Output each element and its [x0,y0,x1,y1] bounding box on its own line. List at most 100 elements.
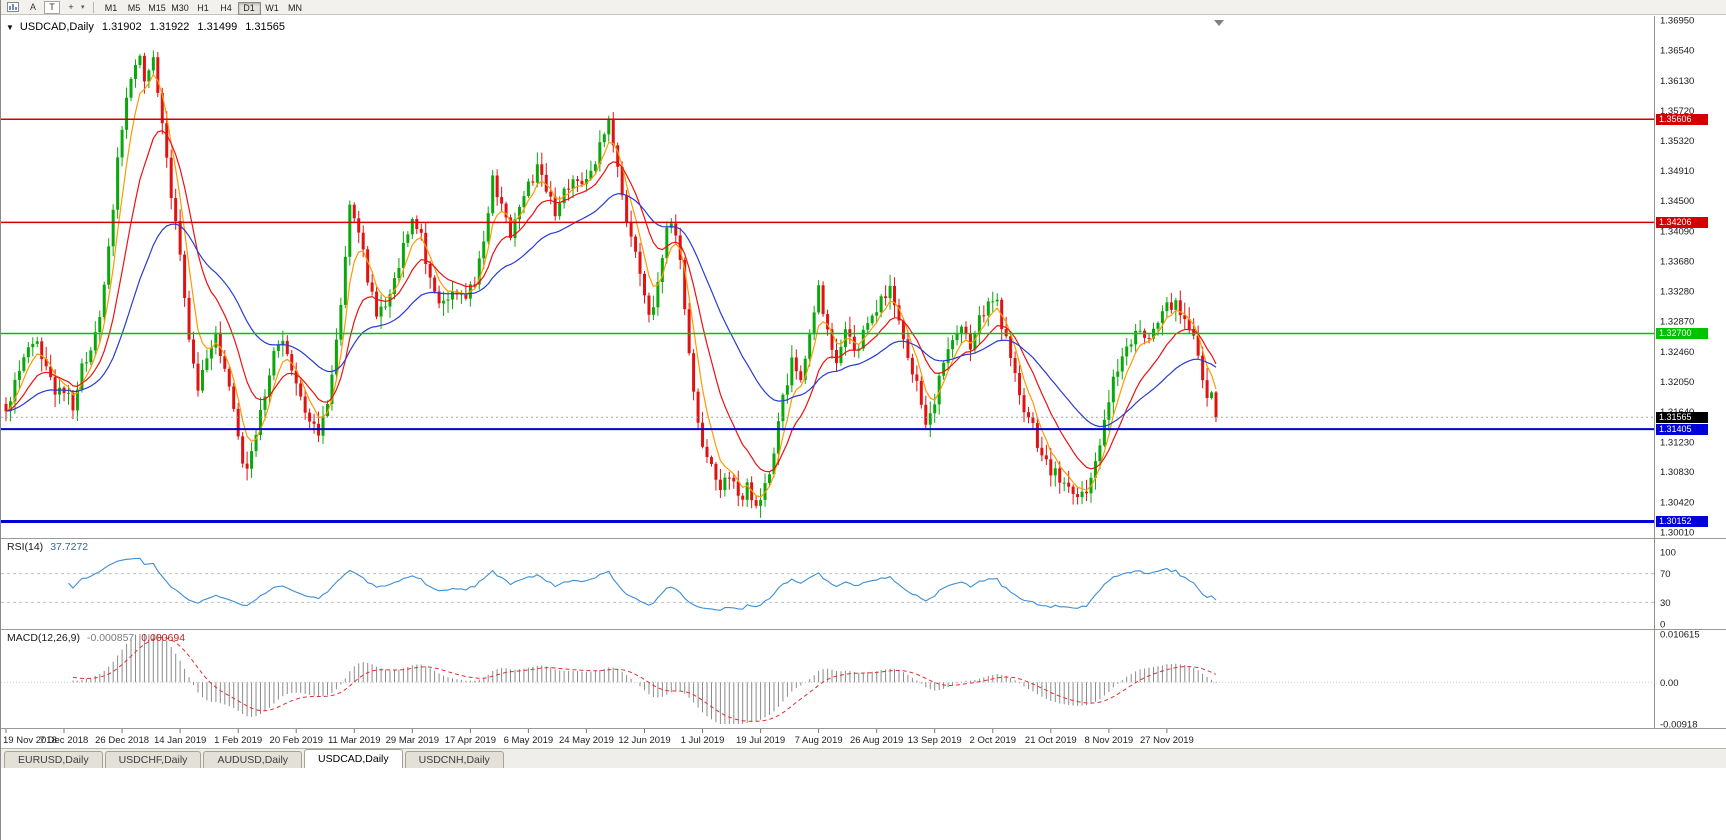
candle-body [674,223,678,236]
candle-body [526,181,530,196]
chart-tab-usdcnh[interactable]: USDCNH,Daily [404,751,504,768]
candle-body [701,422,705,447]
level-price-badge-1.32700: 1.32700 [1656,328,1708,339]
candle-body [200,370,204,391]
candle-body [540,164,544,175]
timeframe-button-mn[interactable]: MN [288,3,303,13]
timeframe-button-m5[interactable]: M5 [127,3,141,13]
price-axis-label: 1.36950 [1660,16,1694,27]
chart-shift-marker-icon[interactable] [1214,20,1224,26]
candle-body [352,204,356,219]
candle-body [75,389,79,411]
candle-body [866,323,870,330]
timeframe-button-m1[interactable]: M1 [104,3,118,13]
candle-body [379,306,383,317]
candle-body [40,341,44,360]
candle-body [1085,491,1089,494]
macd-signal-value: 0.000694 [141,632,186,644]
candle-body [919,380,923,405]
candle-body [977,315,981,335]
chart-tab-audusd[interactable]: AUDUSD,Daily [203,751,303,768]
candle-body [183,254,187,298]
candle-body [745,482,749,500]
date-axis-label: 19 Nov 2018 [3,735,57,746]
candle-body [629,222,633,237]
candle-body [406,234,410,243]
candle-body [611,119,615,146]
candle-body [656,282,660,308]
ma-line-fast [5,73,1217,498]
candle-body [1035,423,1039,448]
candle-body [901,320,905,340]
charts-grid-icon[interactable] [4,1,22,14]
dropdown-caret-icon[interactable]: ▾ [81,4,85,11]
candle-body [692,353,696,392]
candle-body [772,453,776,475]
date-axis-label: 12 Jun 2019 [618,735,670,746]
arrow-tool-button[interactable]: A [29,1,36,12]
candle-body [343,256,347,305]
candle-body [491,175,495,214]
candle-body [531,181,535,183]
date-axis-label: 13 Sep 2019 [908,735,962,746]
level-price-badge-1.31405: 1.31405 [1656,423,1708,435]
candle-body [495,175,499,198]
candle-body [1004,329,1008,337]
timeframe-button-h4[interactable]: H4 [220,3,232,13]
timeframe-button-w1[interactable]: W1 [265,3,279,13]
text-tool-button[interactable]: T [44,0,60,14]
candle-body [821,285,825,315]
timeframe-button-m30[interactable]: M30 [171,3,189,13]
date-axis-label: 26 Dec 2018 [95,735,149,746]
crosshair-tool-icon[interactable]: + [68,1,74,12]
rsi-axis-label: 0 [1660,620,1665,631]
candle-body [1156,323,1160,329]
candle-body [223,356,227,369]
candle-body [1102,419,1106,446]
price-axis-label: 1.34910 [1660,166,1694,177]
candle-body [276,344,280,351]
candle-body [58,387,62,395]
chart-canvas[interactable]: 1.36950 1.36540 1.36130 1.35720 1.35320 1.349… [1,0,1726,748]
candle-body [1107,402,1111,420]
candle-body [946,349,950,363]
candle-body [321,416,325,436]
rsi-line [68,557,1217,611]
candle-body [598,142,602,165]
candle-body [116,157,120,210]
candle-body [437,291,441,304]
chart-tab-usdchf[interactable]: USDCHF,Daily [104,751,202,768]
candle-body [1031,417,1035,424]
chart-tab-usdcad[interactable]: USDCAD,Daily [304,749,403,768]
candle-body [799,371,803,380]
timeframe-button-d1[interactable]: D1 [237,2,261,15]
candle-body [1116,371,1120,377]
candle-body [678,235,682,260]
candle-body [1210,392,1214,398]
candle-body [870,315,874,324]
candle-body [294,370,298,384]
candle-body [392,278,396,295]
current-price-badge: 1.31565 [1656,411,1708,423]
timeframe-button-m15[interactable]: M15 [148,3,166,13]
candle-body [826,314,830,330]
date-axis-label: 8 Nov 2019 [1085,735,1134,746]
candle-body [160,92,164,124]
oneclick-trading-arrow-icon[interactable]: ▼ [6,22,14,32]
candle-body [174,198,178,222]
candle-body [1062,482,1066,484]
candle-body [17,370,21,380]
candle-body [1009,336,1013,358]
candle-body [428,264,432,278]
candle-body [1093,461,1097,478]
candle-body [660,258,664,282]
candle-body [1138,330,1142,332]
timeframe-button-h1[interactable]: H1 [197,3,209,13]
candle-body [875,312,879,316]
ohlc-high: 1.31922 [149,21,190,33]
date-axis-label: 19 Jul 2019 [736,735,785,746]
candle-body [482,241,486,259]
candle-body [808,334,812,359]
chart-tab-eurusd[interactable]: EURUSD,Daily [4,751,103,768]
candle-body [544,174,548,192]
